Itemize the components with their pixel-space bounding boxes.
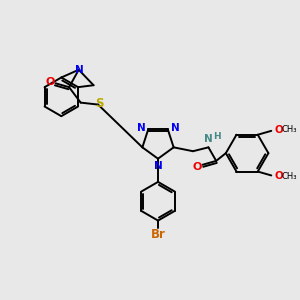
Text: CH₃: CH₃ [282, 172, 297, 181]
Text: N: N [137, 123, 146, 133]
Text: H: H [213, 132, 221, 141]
Text: N: N [171, 123, 179, 133]
Text: O: O [192, 162, 202, 172]
Text: S: S [95, 97, 103, 110]
Text: O: O [274, 125, 283, 135]
Text: CH₃: CH₃ [282, 125, 297, 134]
Text: N: N [204, 134, 213, 144]
Text: O: O [45, 77, 54, 87]
Text: Br: Br [151, 228, 165, 241]
Text: N: N [154, 160, 162, 171]
Text: O: O [274, 171, 283, 182]
Text: N: N [75, 65, 84, 75]
